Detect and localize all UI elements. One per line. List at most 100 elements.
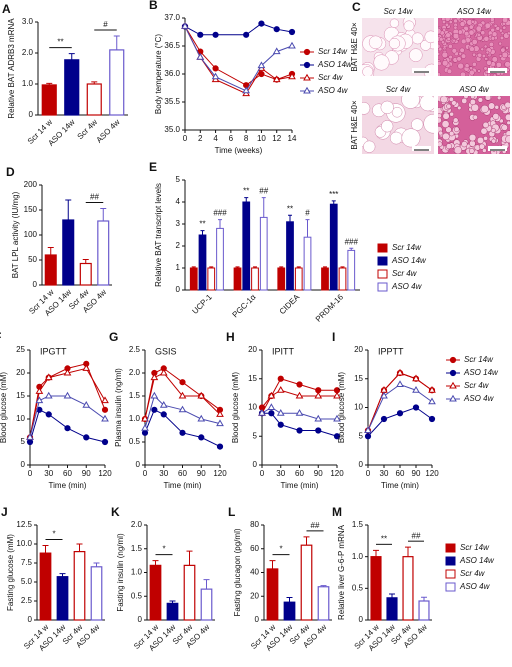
cell <box>491 138 497 144</box>
y-tick-label: 4 <box>176 197 181 206</box>
image-label: Scr 14w <box>384 7 414 16</box>
legend-swatch <box>445 582 456 592</box>
cell <box>477 32 481 37</box>
cell <box>483 35 490 42</box>
cell <box>460 71 466 76</box>
cell <box>480 104 489 114</box>
y-tick-label: 1.0 <box>129 414 141 423</box>
y-axis-label: Relative liver G-6-P mRNA <box>337 524 346 620</box>
cell <box>501 51 509 59</box>
cell <box>401 96 420 109</box>
y-tick-label: 2.5 <box>129 345 141 354</box>
x-tick-label: 120 <box>98 469 112 478</box>
cell <box>438 130 443 136</box>
cell <box>477 97 484 103</box>
point <box>196 52 205 60</box>
cell <box>484 69 489 74</box>
cell <box>492 113 500 120</box>
y-tick-label: 5 <box>359 431 364 440</box>
legend-label: ASO 4w <box>391 282 423 291</box>
series-line <box>29 409 106 443</box>
cell <box>483 44 488 49</box>
cell <box>469 140 476 147</box>
point <box>141 429 149 436</box>
point <box>101 414 109 422</box>
cell <box>469 46 475 52</box>
x-axis-label: Time (min) <box>164 481 202 490</box>
y-tick-label: 0 <box>21 460 26 469</box>
cell <box>448 54 453 60</box>
error-bar <box>373 549 379 557</box>
panel-label: G <box>109 330 118 344</box>
point <box>288 72 296 80</box>
cell <box>470 96 476 100</box>
error-bar <box>203 579 210 590</box>
point <box>333 433 341 440</box>
cell <box>444 22 449 27</box>
image-row-label: BAT H&E 40× <box>350 100 359 150</box>
cell <box>490 18 495 22</box>
x-tick-label: 30 <box>380 469 389 478</box>
x-axis-label: Time (min) <box>281 481 319 490</box>
cell <box>457 62 464 70</box>
point <box>428 397 436 405</box>
bar <box>166 602 179 621</box>
point <box>44 391 53 399</box>
legend-label: ASO 14w <box>459 556 495 565</box>
cell <box>438 52 441 56</box>
error-bar <box>331 200 336 205</box>
y-tick-label: 2.5 <box>21 596 33 605</box>
y-tick-label: 5 <box>21 437 26 446</box>
cell <box>481 148 487 153</box>
tissue <box>362 18 434 76</box>
point <box>428 386 436 393</box>
y-tick-label: 10 <box>16 414 25 423</box>
point <box>276 386 285 393</box>
cell <box>424 30 434 44</box>
cell <box>506 120 510 126</box>
error-bar <box>405 546 411 557</box>
cell <box>363 140 376 153</box>
point <box>179 379 186 386</box>
cell <box>493 23 498 28</box>
cell <box>459 21 466 27</box>
point <box>216 443 224 450</box>
scale-bar-box <box>488 146 507 151</box>
point <box>449 381 457 389</box>
point <box>83 434 90 441</box>
legend-label: Scr 4w <box>318 73 344 82</box>
cell <box>478 143 485 150</box>
point <box>396 368 404 376</box>
y-tick-label: 10 <box>248 403 257 412</box>
point <box>257 61 266 69</box>
y-tick-label: 2.0 <box>129 368 141 377</box>
point <box>179 429 186 436</box>
point <box>45 411 52 418</box>
point <box>396 410 404 417</box>
cell <box>452 117 459 124</box>
cell <box>468 148 475 154</box>
point <box>276 409 285 416</box>
point <box>267 391 276 399</box>
cell <box>438 28 442 35</box>
significance-label: ### <box>213 209 227 218</box>
error-bar <box>59 573 66 577</box>
bar <box>418 600 430 621</box>
point <box>243 31 250 38</box>
cell <box>451 100 457 106</box>
cell <box>476 136 484 144</box>
legend-label: Scr 4w <box>460 569 486 578</box>
error-bar <box>305 219 310 238</box>
y-tick-label: 5 <box>253 431 258 440</box>
x-tick-label: 0 <box>28 469 33 478</box>
point <box>273 26 280 33</box>
histology-image <box>438 96 510 154</box>
bar <box>347 249 356 291</box>
bar <box>90 566 103 621</box>
cell <box>388 37 401 50</box>
point <box>296 381 303 388</box>
y-tick-label: 0 <box>255 615 260 624</box>
y-axis-label: Body temperature (°C) <box>154 34 163 114</box>
bar <box>386 597 398 621</box>
error-bar <box>100 208 107 221</box>
